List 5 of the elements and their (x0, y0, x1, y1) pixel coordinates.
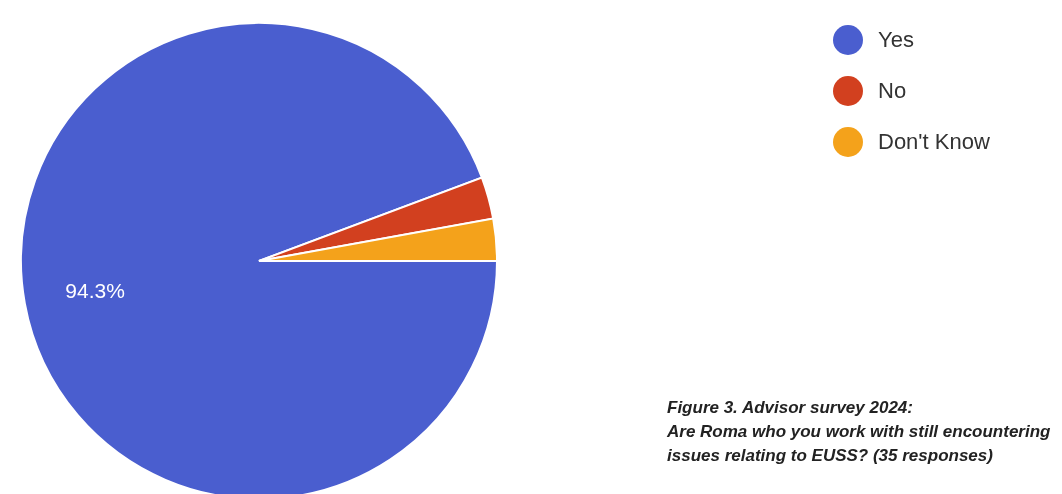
legend-label: Yes (878, 26, 914, 53)
data-label: 94.3% (65, 279, 125, 303)
caption: Figure 3. Advisor survey 2024: Are Roma who you work with still encountering issues relating to EUSS? (35 responses) (667, 397, 1051, 467)
legend-label: No (878, 77, 907, 104)
legend-label: Don't Know (878, 128, 990, 155)
